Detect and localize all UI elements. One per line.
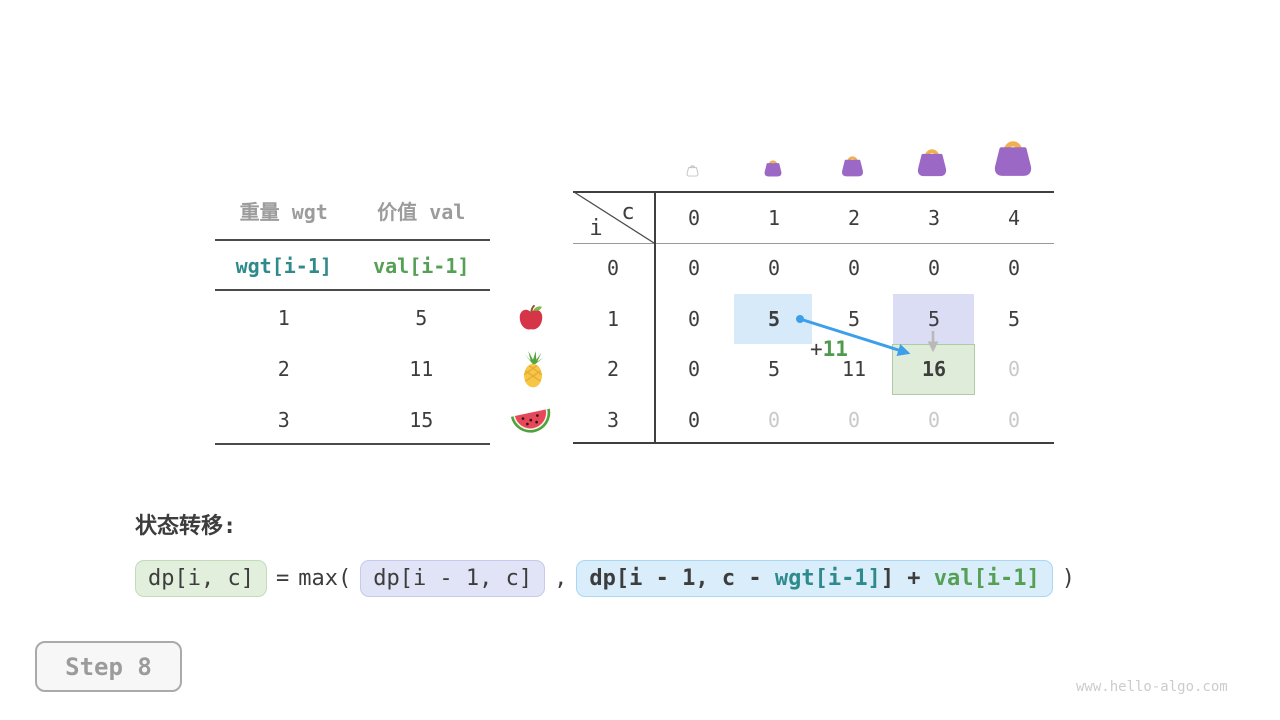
dp-cell-3-3: 0 (927, 408, 941, 432)
item-weight: 3 (277, 408, 290, 432)
watermark-url: www.hello-algo.com (1076, 679, 1228, 695)
wgt-index-label: wgt[i-1] (235, 254, 332, 278)
dp-cell-3-1: 0 (767, 408, 781, 432)
formula-arg1: dp[i - 1, c] (360, 560, 546, 597)
items-table-row-1: 1 5 (215, 306, 490, 330)
empty-bag-icon (686, 165, 699, 177)
formula-equals: = (275, 566, 290, 591)
state-transition-heading: 状态转移: (135, 514, 237, 539)
dp-cell-2-0: 0 (687, 357, 701, 381)
row-header-3: 3 (606, 408, 620, 432)
items-table-header: 重量 wgt 价值 val (215, 196, 490, 225)
dp-table-bottom-border (573, 442, 1054, 444)
items-table-row-3: 3 15 (215, 408, 490, 432)
item-weight: 1 (277, 306, 290, 330)
formula-comma: , (554, 566, 568, 591)
dp-cell-3-2: 0 (847, 408, 861, 432)
val-index-label: val[i-1] (373, 254, 470, 278)
dp-cell-2-3: 16 (921, 357, 947, 381)
dp-cell-3-4: 0 (1007, 408, 1021, 432)
dp-cell-1-1: 5 (767, 307, 781, 331)
transfer-add-label: +11 (810, 337, 848, 361)
dp-cell-0-4: 0 (1007, 256, 1021, 280)
dp-table: c i 0 1 2 3 4 0 1 2 3 0 0 0 0 0 0 5 5 5 … (573, 191, 1054, 444)
items-table-rule-top (215, 239, 490, 241)
dp-cell-1-3: 5 (927, 307, 941, 331)
formula-arg2: dp[i - 1, c - wgt[i-1]] + val[i-1] (576, 560, 1053, 597)
formula-lhs: dp[i, c] (135, 560, 267, 597)
bag-icon-capacity-2 (842, 156, 863, 177)
bag-icon-capacity-1 (764, 160, 782, 177)
item-value: 5 (415, 306, 428, 330)
pineapple-icon (523, 351, 544, 388)
dp-cell-0-2: 0 (847, 256, 861, 280)
row-header-2: 2 (606, 357, 620, 381)
watermelon-icon (510, 408, 551, 433)
plus-sign: + (810, 337, 823, 361)
item-weight: 2 (277, 357, 290, 381)
state-transition-formula: dp[i, c] = max( dp[i - 1, c] , dp[i - 1,… (135, 560, 1075, 597)
col-header-4: 4 (1007, 206, 1021, 230)
dp-cell-2-4: 0 (1007, 357, 1021, 381)
formula-arg2-mid: ] + (880, 566, 934, 591)
formula-max-open: max( (298, 566, 352, 591)
col-header-2: 2 (847, 206, 861, 230)
dp-cell-1-0: 0 (687, 307, 701, 331)
added-value: 11 (822, 337, 848, 361)
dp-table-vertical-rule (654, 191, 656, 444)
dp-cell-0-0: 0 (687, 256, 701, 280)
step-button[interactable]: Step 8 (35, 641, 182, 692)
row-header-0: 0 (606, 256, 620, 280)
corner-label-i: i (589, 216, 603, 241)
corner-label-c: c (621, 200, 635, 225)
value-column-header: 价值 val (377, 200, 466, 224)
items-table-row-2: 2 11 (215, 357, 490, 381)
apple-icon (519, 304, 543, 330)
dp-table-header-rule (573, 243, 1054, 244)
col-header-0: 0 (687, 206, 701, 230)
weight-column-header: 重量 wgt (239, 200, 328, 224)
row-header-1: 1 (606, 307, 620, 331)
bag-icon-capacity-3 (917, 149, 947, 177)
dp-table-top-border (573, 191, 1054, 193)
bag-icon-capacity-4 (994, 141, 1032, 176)
dp-cell-1-4: 5 (1007, 307, 1021, 331)
dp-cell-0-3: 0 (927, 256, 941, 280)
dp-cell-2-2: 11 (841, 357, 867, 381)
items-table-index-row: wgt[i-1] val[i-1] (215, 254, 490, 278)
item-value: 15 (409, 408, 434, 432)
formula-arg2-val: val[i-1] (933, 566, 1040, 591)
formula-close-paren: ) (1061, 566, 1076, 591)
formula-arg2-prefix: dp[i - 1, c - (589, 566, 775, 591)
formula-arg2-wgt: wgt[i-1] (774, 566, 881, 591)
dp-cell-0-1: 0 (767, 256, 781, 280)
items-table-rule-bottom (215, 443, 490, 445)
col-header-3: 3 (927, 206, 941, 230)
col-header-1: 1 (767, 206, 781, 230)
item-value: 11 (409, 357, 434, 381)
items-table-rule-mid (215, 289, 490, 291)
dp-cell-3-0: 0 (687, 408, 701, 432)
dp-cell-2-1: 5 (767, 357, 781, 381)
